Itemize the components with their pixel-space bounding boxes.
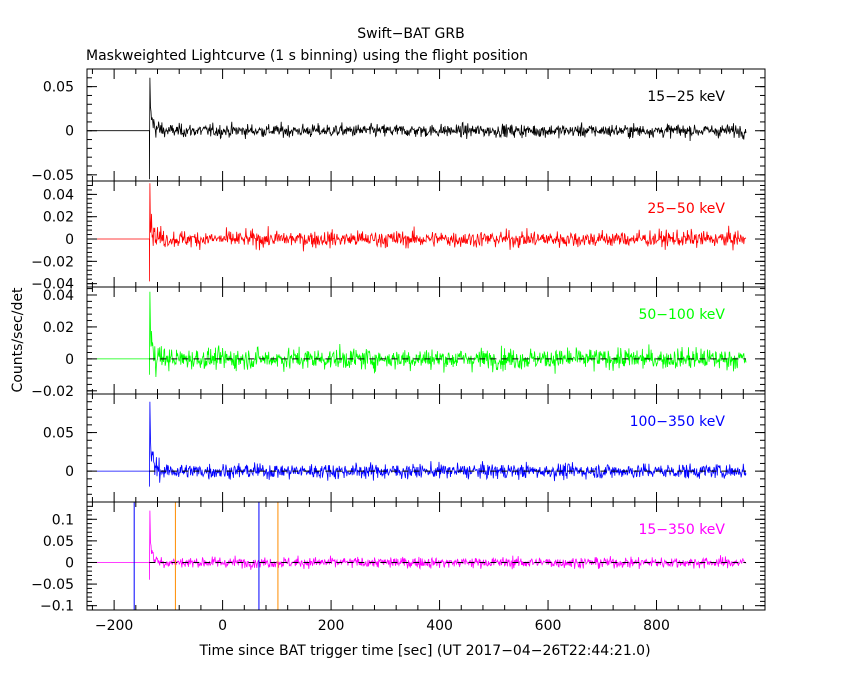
panel-frame xyxy=(86,180,766,288)
series-line xyxy=(89,183,747,282)
panel-frame xyxy=(86,393,766,503)
y-tick-label: 0 xyxy=(65,464,74,480)
series-line xyxy=(89,291,747,378)
band-label: 50−100 keV xyxy=(638,307,725,323)
y-tick-label: 0.04 xyxy=(43,288,74,304)
band-label: 15−25 keV xyxy=(647,89,725,105)
y-tick-label: −0.1 xyxy=(40,599,74,615)
x-tick-label: 400 xyxy=(426,618,453,634)
panel-15-25-kev: 0.05 0 −0.05 15−25 keV xyxy=(31,68,766,184)
series-line xyxy=(89,510,747,580)
x-tick-label: 600 xyxy=(535,618,562,634)
x-tick-label: 0 xyxy=(218,618,227,634)
x-axis-label: Time since BAT trigger time [sec] (UT 20… xyxy=(198,643,650,659)
panel-15-350-kev: 0.1 0.05 0 −0.05 −0.1 15−350 keV xyxy=(31,501,766,615)
band-label: 25−50 keV xyxy=(647,201,725,217)
y-tick-label: 0.05 xyxy=(43,534,74,550)
y-tick-label: −0.05 xyxy=(31,577,74,593)
y-tick-label: 0.05 xyxy=(43,426,74,442)
panels-group: 0.05 0 −0.05 15−25 keV 0.04 0.02 0 −0.02 −0.04 25… xyxy=(31,68,766,634)
x-tick-label: −200 xyxy=(95,618,133,634)
y-tick-label: 0.02 xyxy=(43,210,74,226)
panel-frame xyxy=(86,68,766,182)
y-tick-label: 0 xyxy=(65,124,74,140)
panel-frame xyxy=(86,501,766,611)
y-tick-label: −0.02 xyxy=(31,384,74,400)
y-tick-label: 0 xyxy=(65,232,74,248)
series-line xyxy=(89,401,747,487)
y-tick-label: 0.05 xyxy=(43,80,74,96)
y-tick-label: 0 xyxy=(65,555,74,571)
x-tick-label: 200 xyxy=(318,618,345,634)
panel-25-50-kev: 0.04 0.02 0 −0.02 −0.04 25−50 keV xyxy=(31,180,766,293)
band-label: 15−350 keV xyxy=(638,522,725,538)
panel-frame xyxy=(86,286,766,395)
series-line xyxy=(89,77,747,180)
y-tick-label: −0.05 xyxy=(31,168,74,184)
y-tick-label: 0.02 xyxy=(43,320,74,336)
x-tick-label: 800 xyxy=(643,618,670,634)
y-tick-label: −0.02 xyxy=(31,254,74,270)
panel-50-100-kev: 0.04 0.02 0 −0.02 50−100 keV xyxy=(31,286,766,400)
band-label: 100−350 keV xyxy=(630,414,726,430)
panel-100-350-kev: 0.05 0 100−350 keV xyxy=(43,393,766,503)
chart-subtitle: Maskweighted Lightcurve (1 s binning) us… xyxy=(86,48,528,64)
y-tick-label: 0 xyxy=(65,352,74,368)
y-tick-label: 0.1 xyxy=(52,512,74,528)
y-tick-label: 0.04 xyxy=(43,187,74,203)
chart-title: Swift−BAT GRB xyxy=(357,26,464,42)
y-tick-label: −0.04 xyxy=(31,277,74,293)
y-axis-label: Counts/sec/det xyxy=(10,287,26,392)
